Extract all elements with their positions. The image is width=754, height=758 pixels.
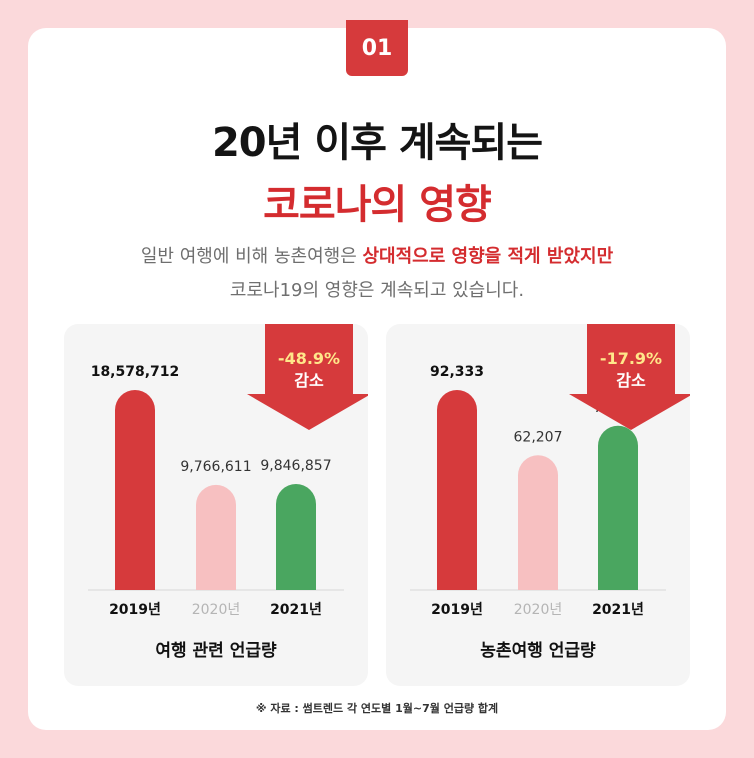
x-tick-label: 2021년 [592,602,644,618]
subtitle-text: 일반 여행에 비해 농촌여행은 [140,246,363,267]
bar-chart-svg: 92,3332019년62,2072020년75,8162021년-17.9%감… [410,324,690,661]
x-tick-label: 2019년 [431,602,483,618]
section-number-badge: 01 [346,20,408,76]
subtitle-line-2: 코로나19의 영향은 계속되고 있습니다. [229,280,525,301]
subtitle-highlight: 상대적으로 영향을 적게 받았지만 [362,246,614,267]
bar-value-label: 9,766,611 [180,459,251,475]
chart-title: 여행 관련 언급량 [155,641,277,661]
subtitle-line-1: 일반 여행에 비해 농촌여행은 상대적으로 영향을 적게 받았지만 [0,242,754,268]
x-tick-label: 2020년 [192,602,241,618]
title-line-1: 20년 이후 계속되는 [211,120,543,166]
title-line-2: 코로나의 영향 [263,182,492,228]
bar-0 [437,390,477,590]
bar-1 [518,455,558,590]
chart-title: 농촌여행 언급량 [480,641,596,661]
decrease-percent: -48.9% [278,349,340,368]
bar-2 [276,483,316,590]
decrease-arrow-icon [569,324,690,430]
bar-chart-svg: 18,578,712 2019년 9,766,611 2020년 9,846,857 20… [88,324,368,661]
x-tick-label: 2020년 [514,602,563,618]
bar-value-label: 92,333 [430,364,484,380]
decrease-label: 감소 [616,371,646,390]
chart-panel-rural-travel: 92,3332019년62,2072020년75,8162021년-17.9%감… [386,324,690,686]
bar-1 [196,484,236,590]
bar-2 [598,425,638,590]
chart-panel-travel: 18,578,712 2019년 9,766,611 2020년 9,846,857 20… [64,324,368,686]
source-footnote: ※ 자료 : 썸트렌드 각 연도별 1월~7월 언급량 합계 [255,702,499,715]
x-tick-label: 2019년 [109,602,161,618]
bar-value-label: 18,578,712 [91,364,180,380]
decrease-arrow-icon [247,324,368,430]
bar-0 [115,390,155,590]
decrease-percent: -17.9% [600,349,662,368]
bar-value-label: 9,846,857 [260,458,331,474]
x-tick-label: 2021년 [270,602,322,618]
decrease-label: 감소 [294,371,324,390]
bar-value-label: 62,207 [514,429,563,445]
